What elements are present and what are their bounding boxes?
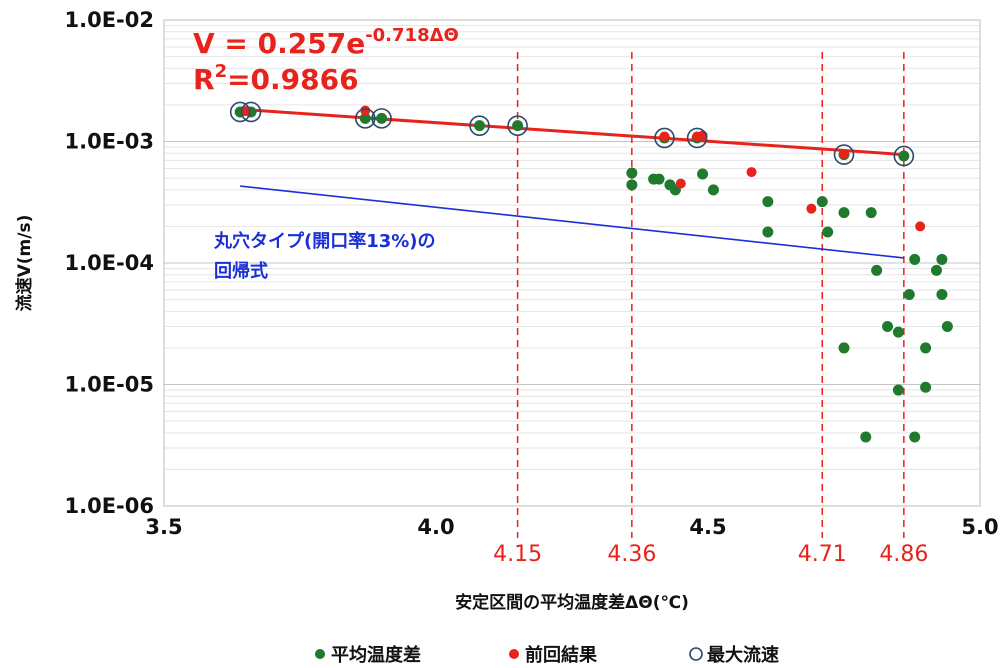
data-point-mean-temp-diff [920, 381, 932, 393]
data-point-mean-temp-diff [762, 226, 774, 238]
data-point-previous-result [839, 148, 849, 159]
data-point-mean-temp-diff [920, 342, 932, 354]
x-tick-label: 4.5 [689, 515, 726, 539]
reference-line-label-1: 丸穴タイプ(開口率13%)の [213, 230, 436, 252]
x-tick-label: 4.0 [417, 515, 454, 539]
data-point-previous-result [915, 221, 926, 232]
r-squared-sup: 2 [215, 61, 228, 82]
data-point-mean-temp-diff [822, 226, 834, 238]
regression-equation: V = 0.257e-0.718ΔΘ [193, 25, 459, 60]
series-previous-result [240, 105, 926, 232]
r-squared-value: =0.9866 [227, 63, 359, 96]
data-point-mean-temp-diff [903, 289, 915, 301]
y-tick-label: 1.0E-02 [65, 8, 155, 32]
vertical-reference-label: 4.86 [879, 542, 928, 567]
data-point-max-velocity [833, 144, 855, 165]
data-point-mean-temp-diff [892, 384, 904, 396]
data-point-max-velocity [371, 108, 392, 129]
data-point-mean-temp-diff [762, 196, 774, 208]
data-point-previous-result [659, 131, 670, 142]
data-point-previous-result [746, 167, 757, 178]
regression-line [240, 107, 904, 157]
r-squared-r: R [193, 63, 215, 96]
data-point-mean-temp-diff [626, 179, 638, 191]
data-point-mean-temp-diff [816, 196, 828, 208]
data-point-mean-temp-diff [871, 264, 883, 276]
data-point-mean-temp-diff [697, 168, 709, 180]
data-point-mean-temp-diff [359, 112, 371, 124]
data-point-mean-temp-diff [909, 431, 921, 443]
trend-lines [240, 107, 904, 259]
y-axis-ticks: 1.0E-06 1.0E-05 1.0E-04 1.0E-03 1.0E-02 [65, 8, 155, 518]
data-point-previous-result [240, 106, 251, 117]
data-point-max-velocity [893, 145, 915, 167]
r-squared: R2=0.9866 [193, 61, 359, 96]
data-point-mean-temp-diff [512, 120, 524, 132]
data-point-previous-result [360, 105, 371, 116]
data-point-mean-temp-diff [838, 207, 850, 219]
data-point-mean-temp-diff [653, 173, 665, 185]
data-point-mean-temp-diff [838, 342, 850, 354]
data-point-mean-temp-diff [898, 150, 910, 162]
data-point-max-velocity [654, 127, 675, 149]
data-point-previous-result [806, 203, 817, 214]
x-axis-ticks: 3.5 4.0 4.5 5.0 [145, 515, 998, 539]
x-tick-label: 5.0 [961, 515, 998, 539]
data-point-mean-temp-diff [936, 253, 948, 265]
y-axis-title: 流速V(m/s) [14, 215, 35, 312]
data-point-mean-temp-diff [936, 289, 948, 301]
x-axis-title: 安定区間の平均温度差ΔΘ(℃) [455, 592, 689, 613]
reference-line-label-2: 回帰式 [214, 260, 268, 282]
plot-frame [163, 19, 981, 507]
vertical-reference-label: 4.15 [493, 542, 542, 567]
regression-equation-base: V = 0.257e [193, 27, 365, 60]
legend: 平均温度差 前回結果 最大流速 [315, 644, 779, 666]
data-point-mean-temp-diff [892, 326, 904, 338]
legend-label: 前回結果 [525, 644, 598, 666]
data-point-mean-temp-diff [865, 207, 877, 219]
y-tick-label: 1.0E-05 [65, 373, 155, 397]
vertical-reference-label: 4.36 [607, 542, 656, 567]
data-point-max-velocity [229, 101, 251, 123]
legend-marker [315, 649, 325, 659]
data-point-mean-temp-diff [474, 120, 486, 132]
y-tick-label: 1.0E-03 [65, 130, 155, 154]
series-max-velocity [229, 101, 915, 167]
legend-label: 平均温度差 [331, 644, 421, 666]
data-point-max-velocity [469, 115, 490, 136]
legend-marker [509, 649, 519, 659]
data-point-mean-temp-diff [376, 112, 388, 124]
data-point-max-velocity [507, 115, 528, 136]
data-point-mean-temp-diff [909, 253, 921, 265]
data-point-mean-temp-diff [707, 184, 719, 196]
data-point-mean-temp-diff [860, 431, 872, 443]
data-point-mean-temp-diff [941, 321, 953, 333]
legend-marker [689, 647, 703, 661]
data-point-max-velocity [686, 127, 708, 149]
x-tick-label: 3.5 [145, 515, 182, 539]
data-point-mean-temp-diff [882, 321, 894, 333]
y-tick-label: 1.0E-06 [65, 494, 155, 518]
reference-regression-line [240, 185, 904, 259]
data-point-mean-temp-diff [930, 264, 942, 276]
series-mean-temp-diff [234, 106, 953, 443]
vertical-reference-lines: 4.15 4.36 4.71 4.86 [493, 52, 928, 567]
y-tick-label: 1.0E-04 [65, 251, 155, 275]
vertical-reference-label: 4.71 [798, 542, 847, 567]
legend-label: 最大流速 [707, 644, 779, 666]
regression-equation-exponent: -0.718ΔΘ [365, 25, 459, 46]
data-point-previous-result [675, 178, 686, 189]
data-point-max-velocity [354, 108, 376, 129]
data-point-max-velocity [240, 101, 262, 123]
data-point-mean-temp-diff [626, 167, 638, 179]
